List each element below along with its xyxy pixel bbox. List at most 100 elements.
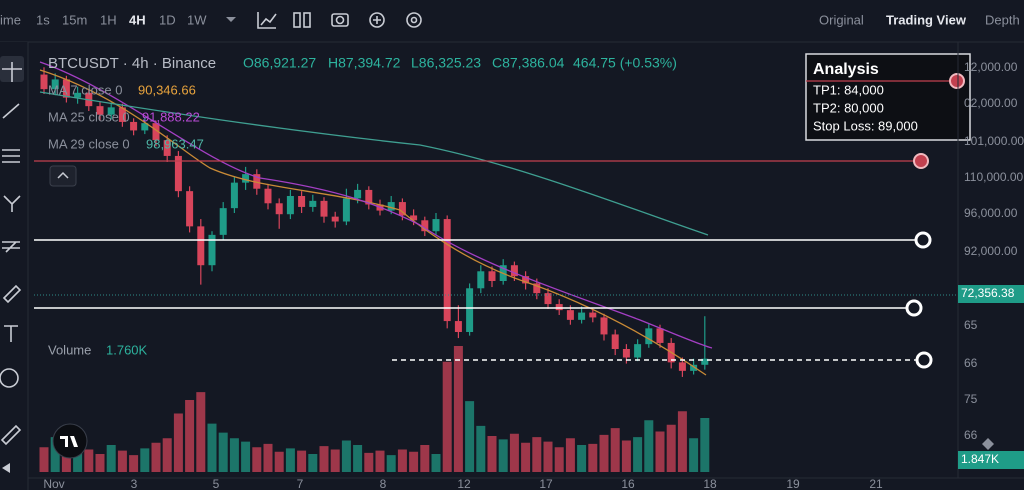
candle-body	[253, 174, 261, 189]
volume-bar	[285, 448, 295, 472]
add-icon[interactable]	[369, 12, 385, 28]
price-label: 65	[964, 318, 978, 332]
candle-body	[208, 234, 216, 266]
price-axis: 12,000.00 02,000.00 101,000.00 110,000.00 96…	[958, 60, 1024, 469]
volume-bar	[196, 392, 206, 472]
candle-body	[477, 271, 485, 289]
tv-logo[interactable]	[52, 423, 88, 459]
candle-body	[275, 203, 283, 215]
view-tab[interactable]: Depth	[985, 12, 1020, 27]
candle-body	[62, 79, 70, 98]
volume-bar	[599, 434, 609, 472]
candle-body	[522, 276, 530, 284]
candle-body	[152, 123, 160, 141]
level-handle[interactable]	[914, 231, 932, 249]
layout-icon[interactable]	[293, 12, 301, 28]
view-tab[interactable]: Trading View	[886, 12, 967, 27]
volume-bar	[353, 445, 363, 472]
interval-button[interactable]: 4H	[129, 12, 146, 27]
candle-body	[320, 200, 328, 217]
candle-body	[678, 362, 686, 371]
candle-body	[488, 271, 496, 281]
volume-bar	[397, 449, 407, 472]
ma-name: MA 29 close 0	[48, 136, 130, 151]
candle-body	[74, 92, 82, 98]
interval-button[interactable]: 1W	[187, 12, 207, 27]
candle-body	[107, 107, 115, 115]
interval-dropdown[interactable]	[226, 17, 236, 22]
crosshair-tool[interactable]	[2, 62, 22, 82]
candle-body	[544, 293, 552, 305]
candle-body	[365, 189, 373, 205]
interval-button[interactable]: 1s	[36, 12, 50, 27]
time-label: 7	[297, 477, 304, 490]
time-label: 5	[213, 477, 220, 490]
candle-body	[410, 215, 418, 221]
sparkle-icon	[982, 438, 994, 450]
price-label: 96,000.00	[964, 206, 1018, 220]
analysis-handle[interactable]	[949, 73, 965, 89]
ruler-tool[interactable]	[0, 424, 22, 446]
ma-name: MA 7 close 0	[48, 82, 122, 97]
volume-bar	[565, 438, 575, 472]
candle-body	[96, 106, 104, 115]
interval-button[interactable]: ime	[0, 12, 21, 27]
volume-value: 1.760K	[106, 342, 148, 357]
price-label: 72,356.38	[961, 286, 1015, 300]
ma-legend: MA 7 close 0 90,346.66 MA 25 close 0 91,888…	[48, 82, 204, 151]
volume-bar	[700, 418, 710, 472]
volume-bar	[129, 455, 139, 472]
fib-tool[interactable]	[2, 149, 20, 163]
interval-button[interactable]: 1D	[159, 12, 176, 27]
candle-body	[600, 317, 608, 335]
time-label: 18	[703, 477, 717, 490]
interval-button[interactable]: 1H	[100, 12, 117, 27]
text-tool[interactable]	[4, 325, 18, 342]
pattern-tool[interactable]	[3, 195, 21, 212]
camera-icon[interactable]	[331, 13, 349, 27]
trendline-tool[interactable]	[2, 103, 20, 119]
volume-bar	[106, 445, 116, 472]
time-label: 21	[869, 477, 883, 490]
collapse-toggle[interactable]	[2, 463, 10, 473]
layout-icon-2	[303, 12, 311, 28]
view-tab[interactable]: Original	[819, 12, 864, 27]
tp1-handle[interactable]	[905, 299, 923, 317]
time-label: 12	[457, 477, 471, 490]
volume-bar	[173, 413, 183, 472]
stop-loss-handle[interactable]	[913, 153, 929, 169]
volume-bar	[577, 445, 587, 472]
ma-name: MA 25 close 0	[48, 109, 130, 124]
price-label: 92,000.00	[964, 244, 1018, 258]
candle-body	[645, 328, 653, 345]
ma-7-line	[39, 69, 707, 376]
volume-bar	[689, 438, 699, 472]
candle-body	[174, 155, 182, 192]
collapse-legend[interactable]	[49, 165, 77, 187]
settings-icon[interactable]	[406, 12, 422, 28]
prediction-tool[interactable]	[2, 241, 20, 253]
volume-bar	[431, 454, 441, 472]
volume-bar	[218, 432, 228, 472]
change: 464.75 (+0.53%)	[573, 55, 677, 71]
indicator-icon[interactable]	[257, 12, 277, 29]
interval-button[interactable]: 15m	[62, 12, 87, 27]
brush-tool[interactable]	[2, 284, 22, 304]
candle-body	[264, 188, 272, 204]
time-label: 3	[131, 477, 138, 490]
candle-body	[342, 198, 350, 222]
candle-body	[331, 216, 339, 222]
time-label: 16	[621, 477, 635, 490]
analysis-panel	[805, 53, 971, 141]
volume-bar	[50, 437, 60, 472]
entry-handle[interactable]	[915, 351, 933, 369]
candle-body	[197, 226, 205, 266]
volume-bar	[498, 439, 508, 472]
candle-body	[118, 107, 126, 122]
settings-center	[410, 16, 418, 24]
candle-body	[432, 219, 440, 232]
volume-bar	[151, 442, 161, 472]
price-label: 02,000.00	[964, 96, 1018, 110]
interval-group: ime 1s 15m 1H 4H 1D 1W	[0, 12, 207, 27]
emoji-tool[interactable]	[0, 368, 19, 388]
